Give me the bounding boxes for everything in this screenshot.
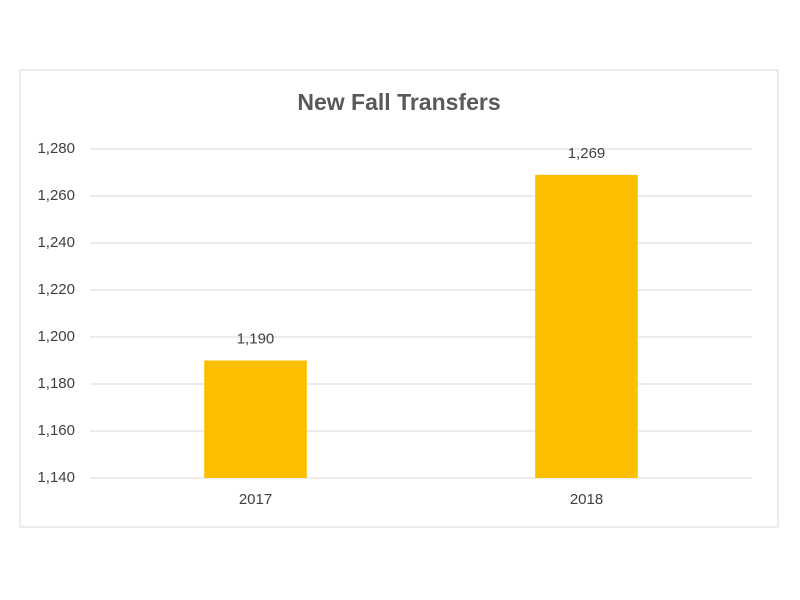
bar: [204, 360, 307, 478]
y-tick-label: 1,260: [37, 187, 75, 204]
y-tick-label: 1,200: [37, 328, 75, 345]
y-tick-label: 1,160: [37, 422, 75, 439]
y-tick-label: 1,240: [37, 234, 75, 251]
y-tick-label: 1,140: [37, 469, 75, 486]
chart-title: New Fall Transfers: [297, 89, 500, 115]
x-tick-label: 2017: [239, 491, 272, 508]
data-label: 1,269: [568, 145, 606, 162]
y-tick-label: 1,220: [37, 281, 75, 298]
y-tick-label: 1,180: [37, 375, 75, 392]
y-tick-label: 1,280: [37, 140, 75, 157]
chart-frame: [19, 69, 779, 528]
bar: [535, 174, 638, 478]
x-tick-label: 2018: [570, 491, 603, 508]
data-label: 1,190: [237, 330, 275, 347]
